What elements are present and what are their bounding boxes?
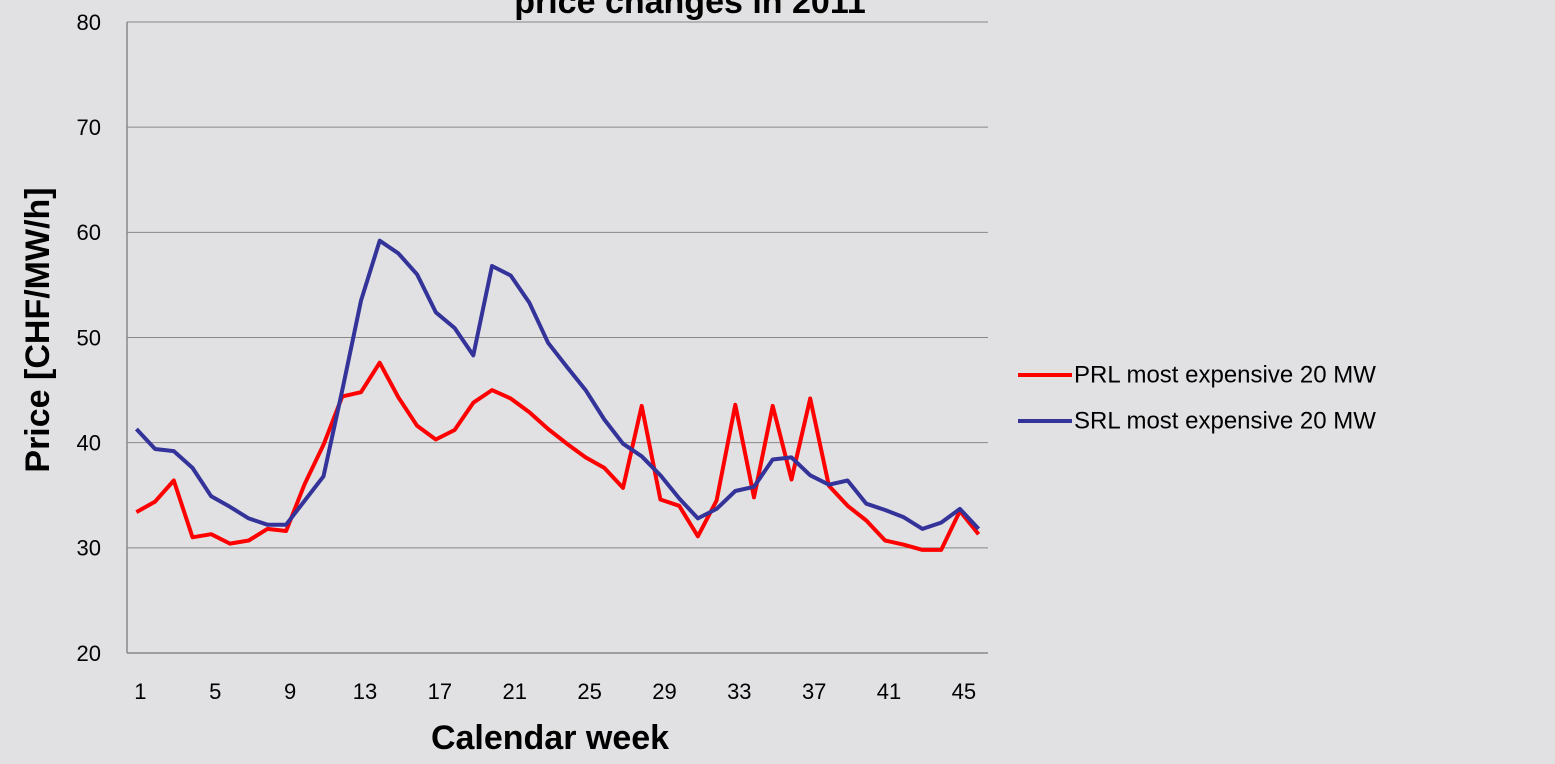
y-tick-label: 80 [77,10,101,35]
x-tick-label: 17 [428,679,452,704]
x-tick-label: 13 [353,679,377,704]
x-tick-label: 41 [877,679,901,704]
y-tick-label: 50 [77,325,101,350]
x-tick-label: 21 [502,679,526,704]
legend-label: SRL most expensive 20 MW [1074,407,1376,434]
y-axis-title: Price [CHF/MW/h] [19,187,57,472]
y-tick-label: 60 [77,220,101,245]
x-axis-title: Calendar week [431,719,669,757]
y-tick-label: 30 [77,536,101,561]
legend-label: PRL most expensive 20 MW [1074,361,1376,388]
chart-title: price changes in 2011 [514,0,866,21]
series-line [134,238,981,531]
x-tick-label: 9 [284,679,296,704]
x-tick-label: 5 [209,679,221,704]
x-tick-label: 37 [802,679,826,704]
y-tick-label: 40 [77,430,101,455]
y-tick-label: 70 [77,115,101,140]
x-tick-label: 29 [652,679,676,704]
x-tick-label: 45 [952,679,976,704]
x-tick-label: 33 [727,679,751,704]
x-tick-label: 25 [577,679,601,704]
x-tick-label: 1 [134,679,146,704]
series-line [135,360,981,552]
y-tick-label: 20 [77,641,101,666]
